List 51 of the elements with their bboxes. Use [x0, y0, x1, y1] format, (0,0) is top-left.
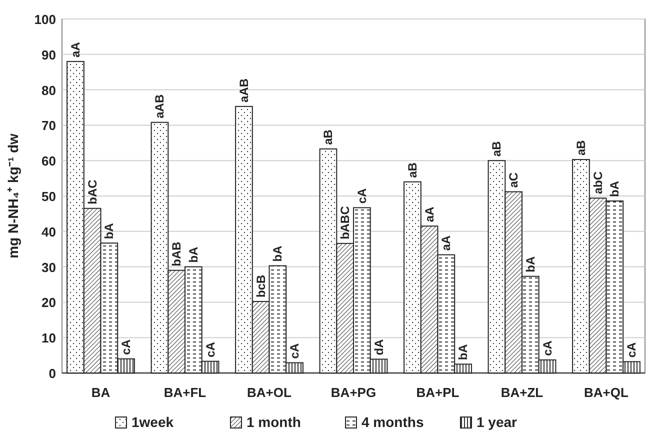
y-tick-label: 60: [42, 154, 56, 169]
data-label: abC: [590, 171, 605, 194]
data-label: cA: [354, 188, 369, 204]
data-label: cA: [624, 342, 639, 358]
data-label: bA: [186, 246, 200, 263]
x-tick-label: BA+FL: [164, 385, 206, 400]
data-label: aA: [439, 235, 454, 251]
data-label: aAB: [152, 94, 167, 118]
y-tick-label: 70: [42, 118, 56, 134]
x-tick-label: BA+QL: [584, 385, 629, 400]
y-axis-title: mg N-NH₄⁺ kg⁻¹ dw: [5, 134, 21, 258]
y-tick-label: 80: [42, 82, 56, 98]
data-label: bAB: [170, 241, 184, 266]
data-label: bAC: [85, 179, 100, 204]
data-label: dA: [372, 338, 386, 356]
y-tick-label: 20: [42, 295, 56, 310]
y-tick-label: 90: [42, 47, 56, 62]
data-label: bA: [523, 256, 538, 272]
data-label: cA: [540, 340, 554, 356]
legend-label: 1 month: [246, 414, 301, 430]
data-label: aC: [506, 172, 521, 188]
data-label: bABC: [338, 206, 352, 240]
x-tick-label: BA+ZL: [500, 385, 544, 400]
data-label: aA: [68, 42, 82, 58]
y-tick-label: 30: [42, 260, 56, 275]
data-label: aB: [321, 129, 336, 145]
data-label: cA: [288, 343, 302, 359]
x-tick-label: BA+PL: [416, 385, 460, 400]
y-tick-label: 10: [42, 330, 56, 346]
y-tick-label: 100: [34, 12, 56, 27]
data-label: bA: [608, 180, 622, 197]
legend-label: 1 year: [476, 414, 518, 430]
legend-label: 4 months: [362, 414, 424, 430]
y-tick-label: 50: [42, 189, 56, 204]
x-tick-label: BA: [91, 385, 111, 400]
y-tick-label: 40: [42, 224, 56, 240]
data-label: aB: [490, 140, 504, 157]
y-tick-label: 0: [48, 366, 56, 381]
data-label: cA: [203, 342, 218, 358]
data-label: aA: [422, 206, 436, 222]
data-label: cA: [119, 339, 134, 355]
legend-label: 1week: [132, 414, 174, 430]
data-label: bA: [270, 245, 285, 262]
x-tick-label: BA+PG: [330, 385, 376, 400]
data-label: bcB: [254, 274, 268, 298]
data-label: aAB: [236, 78, 251, 102]
data-label: aB: [574, 140, 588, 156]
x-tick-label: BA+OL: [247, 385, 292, 400]
data-label: bA: [102, 222, 116, 240]
data-label: aB: [405, 162, 420, 178]
data-label: bA: [456, 344, 470, 360]
